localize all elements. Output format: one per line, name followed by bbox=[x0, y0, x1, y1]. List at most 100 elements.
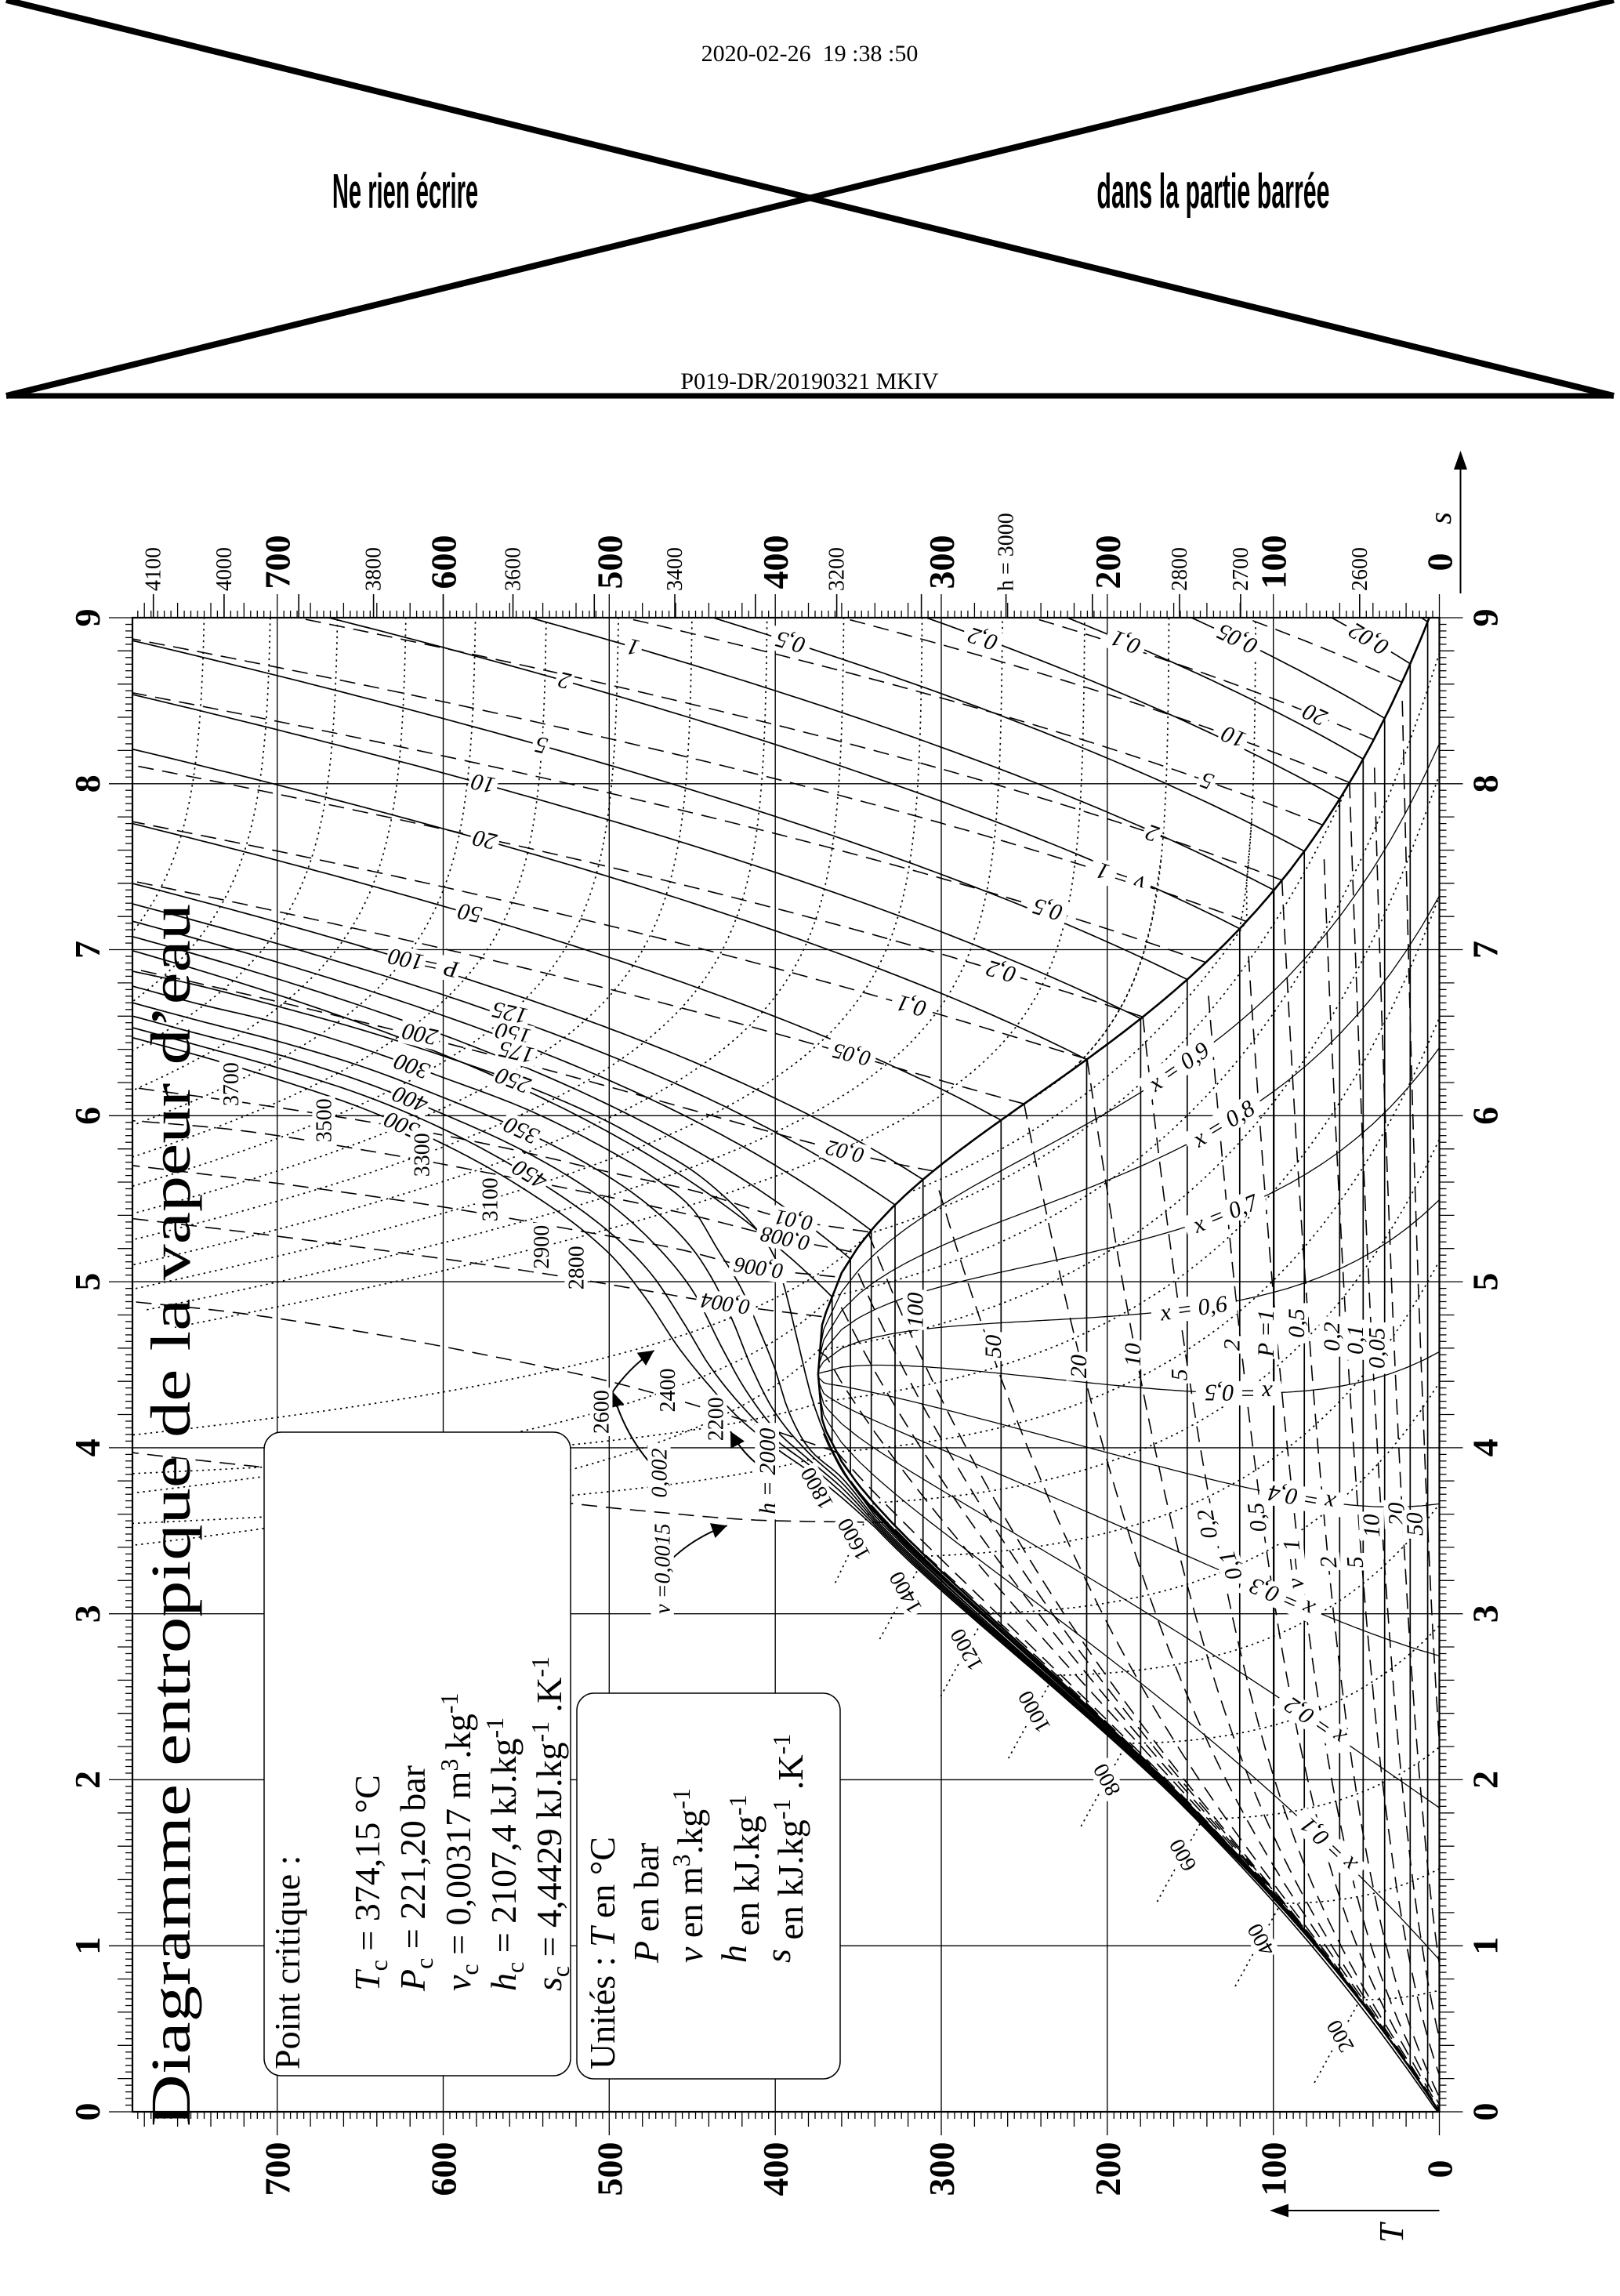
svg-text:6: 6 bbox=[67, 1107, 107, 1125]
svg-text:5: 5 bbox=[1342, 1555, 1368, 1569]
svg-text:Pc = 221,20 bar: Pc = 221,20 bar bbox=[393, 1765, 438, 1992]
svg-text:P en bar: P en bar bbox=[626, 1843, 666, 1964]
svg-text:2800: 2800 bbox=[1168, 547, 1192, 591]
svg-text:3: 3 bbox=[1466, 1605, 1506, 1623]
svg-text:2900: 2900 bbox=[530, 1225, 554, 1269]
svg-text:Unités : T en °C: Unités : T en °C bbox=[582, 1837, 622, 2069]
svg-text:hc = 2107,4 kJ.kg-1: hc = 2107,4 kJ.kg-1 bbox=[480, 1717, 529, 1991]
svg-text:T: T bbox=[1372, 2221, 1411, 2243]
svg-text:50: 50 bbox=[980, 1335, 1006, 1358]
svg-text:10: 10 bbox=[1358, 1514, 1385, 1539]
svg-text:8: 8 bbox=[1466, 774, 1506, 793]
svg-text:300: 300 bbox=[922, 2142, 962, 2196]
svg-text:5: 5 bbox=[1166, 1369, 1192, 1380]
svg-text:7: 7 bbox=[67, 941, 107, 959]
svg-text:Tc = 374,15 °C: Tc = 374,15 °C bbox=[347, 1775, 393, 1991]
svg-text:h en kJ.kg-1: h en kJ.kg-1 bbox=[714, 1795, 767, 1963]
svg-text:5: 5 bbox=[533, 731, 550, 760]
svg-text:3700: 3700 bbox=[219, 1062, 244, 1106]
svg-text:400: 400 bbox=[756, 2142, 796, 2196]
svg-text:2: 2 bbox=[1220, 1339, 1245, 1351]
svg-text:0,05: 0,05 bbox=[1364, 1328, 1390, 1369]
svg-text:3800: 3800 bbox=[362, 547, 386, 591]
svg-text:0: 0 bbox=[1466, 2103, 1506, 2121]
svg-text:2600: 2600 bbox=[1348, 547, 1372, 591]
svg-text:2200: 2200 bbox=[704, 1397, 728, 1441]
svg-text:Point critique :: Point critique : bbox=[267, 1855, 307, 2069]
svg-text:8: 8 bbox=[67, 774, 107, 793]
svg-text:3500: 3500 bbox=[313, 1098, 337, 1142]
svg-text:0,1: 0,1 bbox=[1343, 1325, 1368, 1355]
svg-text:0: 0 bbox=[1420, 2160, 1460, 2178]
svg-text:400: 400 bbox=[756, 535, 796, 589]
svg-text:2: 2 bbox=[1466, 1771, 1506, 1789]
svg-text:5: 5 bbox=[1466, 1273, 1506, 1291]
svg-text:x = 0,5: x = 0,5 bbox=[1205, 1380, 1273, 1406]
svg-text:Diagramme entropique de la vap: Diagramme entropique de la vapeur d’eau bbox=[140, 904, 202, 2127]
svg-text:5: 5 bbox=[67, 1273, 107, 1291]
svg-text:3200: 3200 bbox=[825, 547, 850, 591]
svg-text:0: 0 bbox=[67, 2103, 107, 2121]
svg-text:vc = 0,00317 m3.kg-1: vc = 0,00317 m3.kg-1 bbox=[435, 1692, 484, 1991]
svg-text:2: 2 bbox=[1315, 1555, 1342, 1569]
svg-text:4: 4 bbox=[67, 1438, 107, 1456]
svg-text:2600: 2600 bbox=[589, 1390, 614, 1434]
svg-text:500: 500 bbox=[589, 2142, 629, 2196]
svg-text:0,2: 0,2 bbox=[1192, 1507, 1223, 1541]
svg-text:100: 100 bbox=[1254, 2142, 1294, 2196]
svg-text:200: 200 bbox=[1088, 2142, 1128, 2196]
svg-text:200: 200 bbox=[1088, 535, 1128, 589]
svg-text:1: 1 bbox=[67, 1937, 107, 1955]
svg-text:0,2: 0,2 bbox=[1319, 1322, 1345, 1351]
svg-text:4: 4 bbox=[1466, 1438, 1506, 1456]
svg-text:50: 50 bbox=[1401, 1512, 1428, 1536]
svg-text:3600: 3600 bbox=[502, 547, 526, 591]
svg-text:0: 0 bbox=[1420, 553, 1460, 571]
svg-text:20: 20 bbox=[1066, 1355, 1092, 1378]
svg-text:v en m3.kg-1: v en m3.kg-1 bbox=[667, 1788, 710, 1963]
svg-text:v = 1: v = 1 bbox=[1278, 1538, 1310, 1591]
svg-text:2: 2 bbox=[67, 1771, 107, 1789]
svg-text:h = 3000: h = 3000 bbox=[995, 513, 1019, 591]
svg-text:sc = 4,4429 kJ.kg-1 .K-1: sc = 4,4429 kJ.kg-1 .K-1 bbox=[526, 1656, 574, 1991]
svg-text:9: 9 bbox=[67, 609, 107, 627]
svg-text:h = 2000: h = 2000 bbox=[755, 1428, 781, 1514]
svg-text:P019-DR/20190321 MKIV: P019-DR/20190321 MKIV bbox=[680, 368, 939, 394]
svg-text:3100: 3100 bbox=[478, 1177, 502, 1221]
svg-text:0,002: 0,002 bbox=[647, 1449, 672, 1498]
svg-text:2800: 2800 bbox=[565, 1246, 589, 1289]
svg-text:100: 100 bbox=[902, 1293, 928, 1328]
svg-text:7: 7 bbox=[1466, 941, 1506, 959]
svg-text:2400: 2400 bbox=[656, 1369, 680, 1413]
svg-text:20: 20 bbox=[470, 825, 498, 855]
svg-text:9: 9 bbox=[1466, 609, 1506, 627]
svg-text:2700: 2700 bbox=[1229, 547, 1253, 591]
svg-text:700: 700 bbox=[258, 535, 298, 589]
svg-text:2: 2 bbox=[556, 666, 573, 695]
svg-text:4100: 4100 bbox=[142, 547, 166, 591]
svg-text:10: 10 bbox=[1120, 1343, 1146, 1366]
svg-text:600: 600 bbox=[424, 535, 464, 589]
svg-text:3300: 3300 bbox=[411, 1133, 435, 1177]
svg-text:dans la partie barrée: dans la partie barrée bbox=[1096, 165, 1329, 219]
svg-text:0,5: 0,5 bbox=[1242, 1501, 1271, 1533]
svg-text:4000: 4000 bbox=[212, 547, 237, 591]
svg-text:s: s bbox=[1422, 512, 1458, 524]
svg-text:0,5: 0,5 bbox=[1284, 1308, 1310, 1338]
svg-text:6: 6 bbox=[1466, 1107, 1506, 1125]
svg-text:700: 700 bbox=[258, 2142, 298, 2196]
svg-text:3400: 3400 bbox=[663, 547, 687, 591]
svg-text:600: 600 bbox=[424, 2142, 464, 2196]
svg-text:1: 1 bbox=[1466, 1937, 1506, 1955]
svg-text:500: 500 bbox=[589, 535, 629, 589]
svg-text:v =0,0015: v =0,0015 bbox=[651, 1524, 676, 1614]
svg-text:100: 100 bbox=[1254, 535, 1294, 589]
svg-text:P =1: P =1 bbox=[1253, 1310, 1279, 1358]
svg-text:2020-02-26 19 :38 :50: 2020-02-26 19 :38 :50 bbox=[701, 41, 919, 67]
svg-text:3: 3 bbox=[67, 1605, 107, 1623]
svg-text:s en kJ.kg-1 .K-1: s en kJ.kg-1 .K-1 bbox=[758, 1734, 810, 1963]
svg-text:300: 300 bbox=[922, 535, 962, 589]
svg-text:Ne rien écrire: Ne rien écrire bbox=[332, 165, 478, 219]
svg-text:50: 50 bbox=[455, 898, 484, 928]
svg-text:10: 10 bbox=[469, 768, 497, 799]
